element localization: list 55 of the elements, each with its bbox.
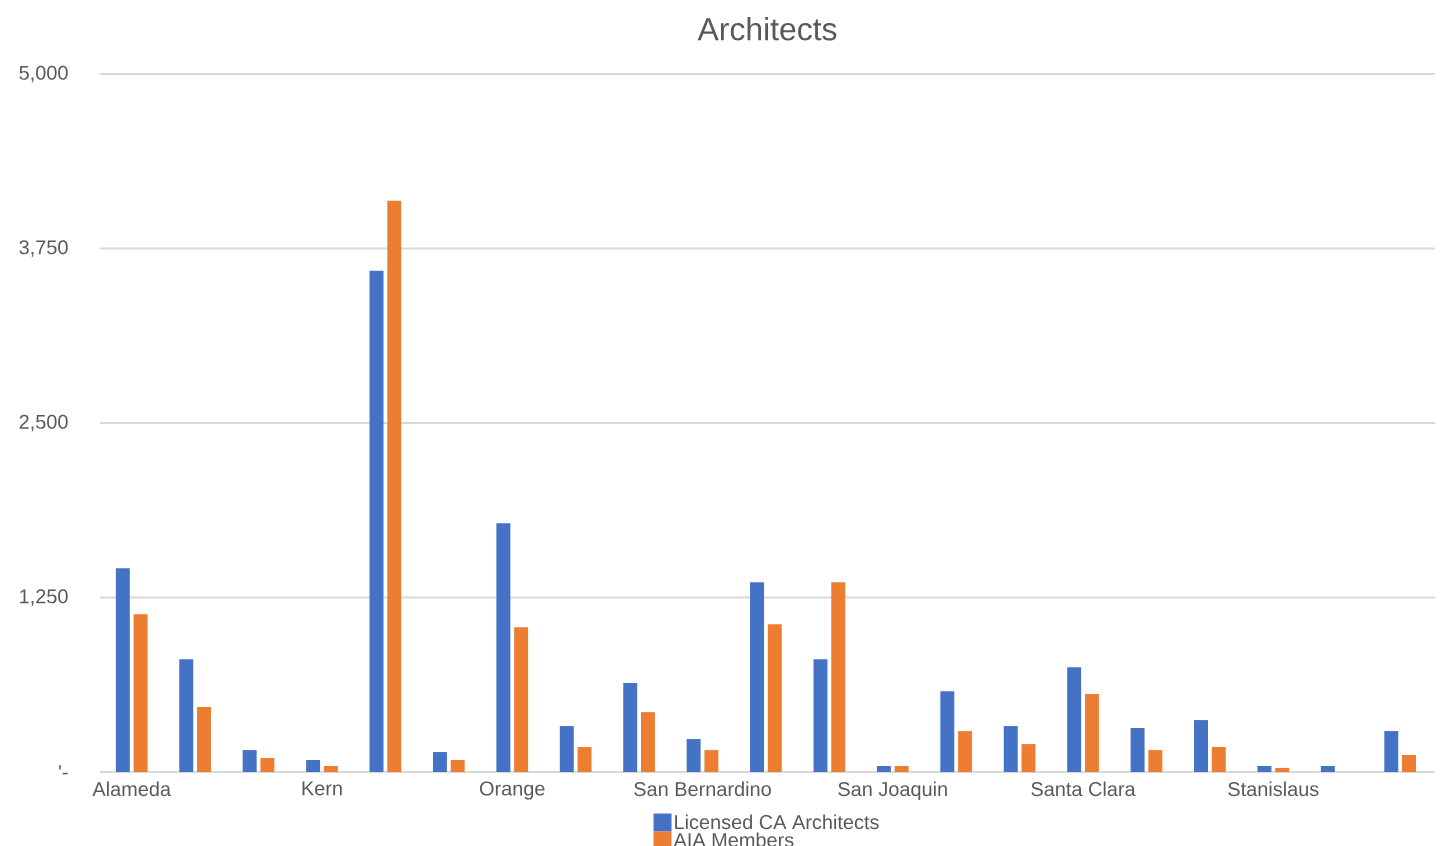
bar <box>1021 744 1036 772</box>
x-tick-label: Stanislaus <box>1228 781 1319 797</box>
bar <box>387 200 402 772</box>
bar <box>704 750 719 772</box>
x-tick-label: Santa Clara <box>1031 781 1136 797</box>
bar <box>1130 728 1145 772</box>
bar <box>640 712 655 772</box>
bar <box>1194 720 1208 772</box>
bar <box>1211 747 1226 772</box>
bar <box>767 624 782 772</box>
bar <box>369 270 384 772</box>
bar <box>1003 726 1018 772</box>
bar <box>813 659 828 772</box>
bar <box>876 766 891 772</box>
bar <box>1084 694 1099 772</box>
x-tick-label: Orange <box>479 781 545 800</box>
y-tick-label: 2,500 <box>19 414 68 432</box>
bar <box>559 726 574 772</box>
bar <box>1067 667 1082 772</box>
legend-label: Licensed CA Architects <box>675 814 879 830</box>
x-tick-label: Alameda <box>92 781 172 797</box>
x-tick-label: San Bernardino <box>634 781 771 797</box>
y-tick-label: 1,250 <box>20 589 68 606</box>
x-tick-label: San Joaquin <box>838 781 947 801</box>
bar <box>750 582 765 772</box>
bar <box>940 691 955 772</box>
bar <box>496 523 511 772</box>
bar <box>115 568 130 772</box>
bar <box>242 750 257 772</box>
bar <box>577 747 592 772</box>
bar <box>1384 731 1399 772</box>
bar <box>686 739 701 772</box>
chart-title: Architects <box>697 17 837 41</box>
bar <box>133 614 148 772</box>
y-tick-label: '- <box>59 765 68 775</box>
y-tick-label: 3,750 <box>19 240 68 257</box>
bar <box>1275 767 1290 772</box>
bar <box>894 766 909 772</box>
bar <box>1320 766 1335 772</box>
bar <box>958 731 973 772</box>
bar <box>432 752 447 772</box>
x-tick-label: Kern <box>302 781 342 796</box>
bar <box>1148 750 1163 772</box>
bar <box>514 627 529 772</box>
bar <box>323 766 338 772</box>
bar <box>260 758 275 772</box>
bar <box>1402 754 1417 772</box>
bar <box>450 759 465 772</box>
y-tick-label: 5,000 <box>19 65 68 83</box>
bar <box>831 582 846 772</box>
bar <box>306 759 321 772</box>
bar <box>623 683 638 772</box>
bar <box>179 659 194 772</box>
bar <box>1257 766 1272 772</box>
bar <box>197 707 211 772</box>
